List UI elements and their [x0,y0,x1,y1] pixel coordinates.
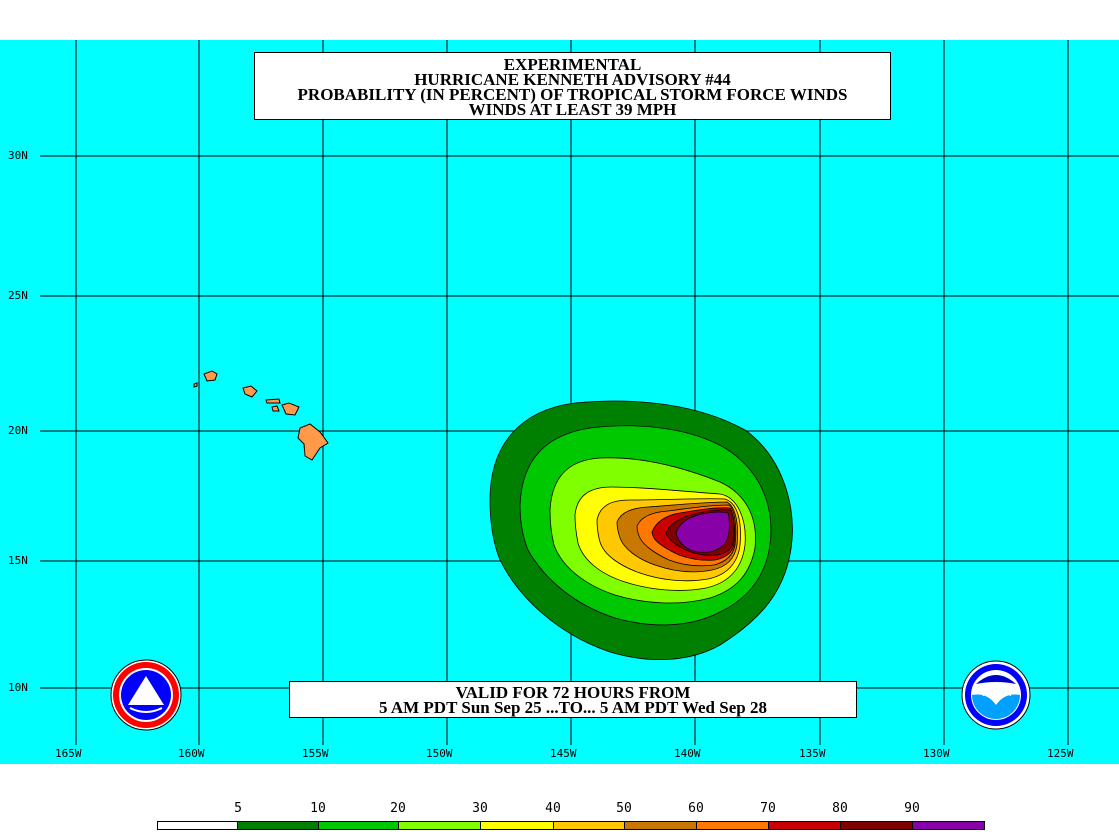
valid-line-2: 5 AM PDT Sun Sep 25 ...TO... 5 AM PDT We… [379,698,767,717]
legend-label-60: 60 [688,801,704,816]
legend-swatch-50-60 [624,821,697,830]
island-hawaii [297,423,329,461]
legend-label-90: 90 [904,801,920,816]
legend-swatch-10-20 [318,821,399,830]
ocean-background [0,40,1119,764]
hawaiian-islands [193,370,329,461]
noaa-logo [961,660,1031,730]
island-lanai [271,405,280,412]
legend-swatch-90-100 [912,821,985,830]
legend-swatch-60-70 [696,821,769,830]
legend-swatch-5-10 [237,821,319,830]
lon-label-165w: 165W [55,747,82,760]
legend-label-40: 40 [545,801,561,816]
title-line-4: WINDS AT LEAST 39 MPH [468,100,677,119]
lon-label-160w: 160W [178,747,205,760]
island-oahu [242,385,258,398]
legend-label-5: 5 [234,801,242,816]
lon-label-130w: 130W [923,747,950,760]
island-niihau [193,382,198,388]
lon-label-145w: 145W [550,747,577,760]
lat-label-20n: 20N [8,424,28,437]
nws-logo [110,659,182,731]
legend-swatch-20-30 [398,821,481,830]
lat-label-10n: 10N [8,681,28,694]
lon-label-150w: 150W [426,747,453,760]
valid-period-box: VALID FOR 72 HOURS FROM 5 AM PDT Sun Sep… [289,681,857,718]
contour-max [675,511,730,553]
island-molokai [265,398,281,404]
lat-label-25n: 25N [8,289,28,302]
legend-swatch-40-50 [553,821,625,830]
legend-label-20: 20 [390,801,406,816]
lon-label-125w: 125W [1047,747,1074,760]
noaa-logo-text: NOAA [982,688,1012,699]
island-kauai [203,370,218,382]
title-line-1: EXPERIMENTAL [503,55,642,74]
legend-label-10: 10 [310,801,326,816]
legend-swatch-30-40 [480,821,554,830]
lon-label-140w: 140W [674,747,701,760]
title-line-3: PROBABILITY (IN PERCENT) OF TROPICAL STO… [297,85,848,104]
legend-label-50: 50 [616,801,632,816]
legend-swatch-0-5 [157,821,238,830]
lat-label-30n: 30N [8,149,28,162]
legend-label-70: 70 [760,801,776,816]
legend-swatch-70-80 [768,821,841,830]
map-title-box: EXPERIMENTAL HURRICANE KENNETH ADVISORY … [254,52,891,120]
lon-label-135w: 135W [799,747,826,760]
valid-line-1: VALID FOR 72 HOURS FROM [455,683,691,702]
title-line-2: HURRICANE KENNETH ADVISORY #44 [414,70,731,89]
legend-swatch-80-90 [840,821,913,830]
lat-label-15n: 15N [8,554,28,567]
lon-label-155w: 155W [302,747,329,760]
island-maui [281,402,300,416]
legend-label-80: 80 [832,801,848,816]
probability-contours [489,400,793,660]
legend-label-30: 30 [472,801,488,816]
